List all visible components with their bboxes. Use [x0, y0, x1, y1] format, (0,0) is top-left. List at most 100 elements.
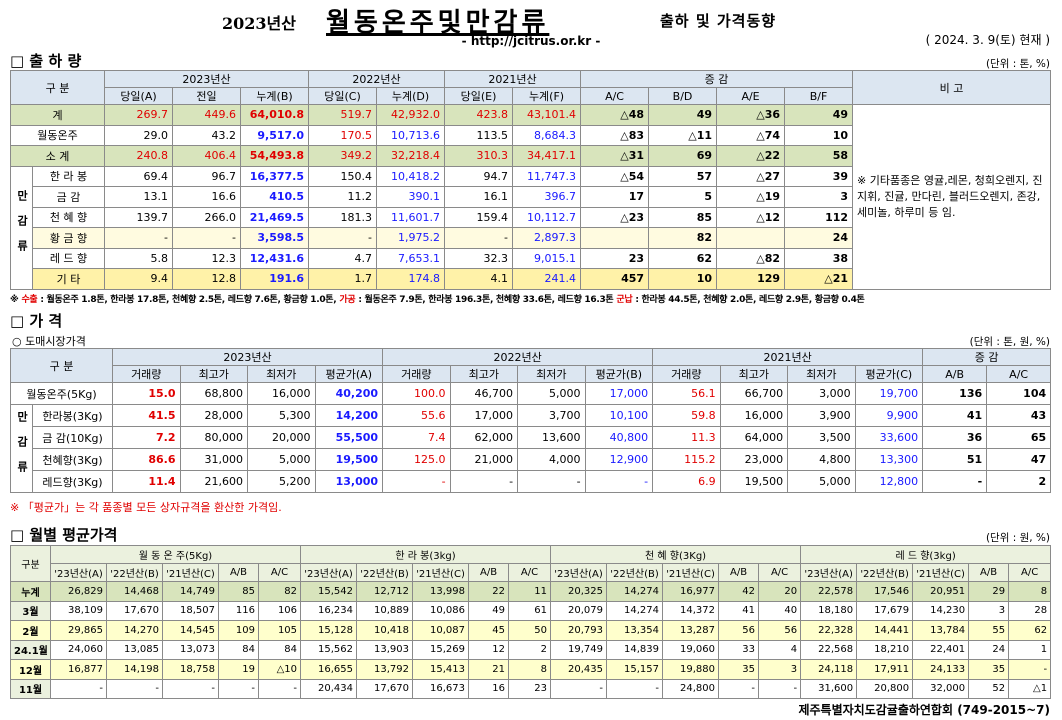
- cell: 17,000: [449, 404, 519, 427]
- cell: 17: [580, 186, 650, 208]
- cell: 43: [986, 404, 1052, 427]
- cell: 423.8: [444, 104, 514, 126]
- cell: 10: [784, 124, 854, 146]
- cell: 13,792: [356, 659, 414, 680]
- cell: 8,684.3: [512, 124, 582, 146]
- cell: 1,975.2: [375, 227, 446, 249]
- cell: 7.2: [112, 426, 181, 449]
- subtitle: 출하 및 가격동향: [660, 12, 777, 30]
- cell: -: [922, 470, 988, 493]
- table-row: 기 타 9.4 12.8 191.6 1.7 174.8 4.1 241.4 457 10 129 △…: [11, 268, 1051, 290]
- group-label: 만감류: [10, 404, 33, 493]
- table-row: 황 금 향 - -3,598.5-1,975.2-2,897.3 82 24: [11, 227, 1051, 249]
- cell: 12,431.6: [240, 247, 309, 269]
- cell: 14,270: [106, 620, 163, 641]
- cell: 31,600: [800, 678, 858, 699]
- cell: 4: [758, 639, 802, 660]
- cell: 80,000: [179, 426, 248, 449]
- cell: 116: [218, 600, 259, 621]
- cell: 5.8: [104, 247, 173, 269]
- row-label: 3월: [10, 600, 51, 621]
- cell: -: [1008, 659, 1052, 680]
- cell: 5: [648, 186, 718, 208]
- row-label: 황 금 향: [32, 227, 105, 249]
- cell: 109: [218, 620, 259, 641]
- cell: 19: [218, 659, 259, 680]
- cell: 449.6: [172, 104, 241, 126]
- cell: 14,230: [912, 600, 970, 621]
- header-cell: '22년산(B): [856, 563, 914, 582]
- row-label: 한 라 봉: [32, 165, 105, 187]
- cell: 35: [718, 659, 760, 680]
- header-cell: '22년산(B): [606, 563, 664, 582]
- header-cell: 월 동 온 주(5Kg): [49, 545, 302, 564]
- cell: 49: [648, 104, 718, 126]
- cell: 52: [968, 678, 1010, 699]
- cell: 16,673: [412, 678, 470, 699]
- cell: 390.1: [375, 186, 446, 208]
- cell: 55,500: [314, 426, 384, 449]
- cell: 19,880: [662, 659, 720, 680]
- cell: 310.3: [444, 145, 514, 167]
- cell: 40: [758, 600, 802, 621]
- cell: 14,200: [314, 404, 384, 427]
- row-label: 한라봉(3Kg): [32, 404, 113, 427]
- cell: 62: [1008, 620, 1052, 641]
- cell: 12,800: [854, 470, 924, 493]
- table-row: 24.1월 24,060 13,085 13,073 84 84 15,562 13,903 1…: [10, 639, 1052, 660]
- cell: 129: [716, 268, 786, 290]
- cell: 58: [784, 145, 854, 167]
- cell: 20,325: [550, 581, 608, 602]
- cell: 136: [922, 382, 988, 405]
- table-row: 만감류 한라봉(3Kg) 41.5 28,000 5,300 14,200 55.6 17,0…: [10, 404, 1052, 493]
- unit: (단위 : 원, %): [985, 532, 1050, 544]
- cell: 14,274: [606, 600, 664, 621]
- cell: 56.1: [652, 382, 721, 405]
- cell: 85: [648, 206, 718, 228]
- cell: 21,600: [179, 470, 248, 493]
- cell: 13.1: [104, 186, 173, 208]
- table-row: 레드향(3Kg) 11.4 21,600 5,200 13,000- - - -6.9 19,5…: [11, 470, 1052, 493]
- header-cell: 최저가: [247, 365, 316, 383]
- cell: 23: [508, 678, 552, 699]
- header-row: 구 분 2023년산 2022년산 2021년산 증 감: [10, 348, 1052, 383]
- header-cell: A/C: [257, 563, 302, 582]
- header-cell: 구 분: [10, 348, 113, 383]
- cell: 56: [758, 620, 802, 641]
- cell: 24: [784, 227, 854, 249]
- header-cell: B/D: [648, 87, 718, 105]
- header-row: 구분 월 동 온 주(5Kg) 한 라 봉(3kg) 천 혜 향(3Kg) 레 드 향(…: [10, 545, 1052, 582]
- cell: △74: [716, 124, 786, 146]
- cell: 20,000: [247, 426, 316, 449]
- row-label: 레 드 향: [32, 247, 105, 269]
- cell: 16.6: [172, 186, 241, 208]
- cell: 104: [986, 382, 1052, 405]
- cell: -: [584, 470, 654, 493]
- cell: 266.0: [172, 206, 241, 228]
- cell: 13,000: [314, 470, 384, 493]
- remark: ※ 기타품종은 영귤,레몬, 청희오렌지, 진지휘, 진귤, 만다린, 블러드오…: [852, 104, 1052, 290]
- cell: 15,413: [412, 659, 470, 680]
- cell: △27: [716, 165, 786, 187]
- cell: 96.7: [172, 165, 241, 187]
- cell: 9,517.0: [240, 124, 309, 146]
- cell: 112: [784, 206, 854, 228]
- cell: 68,800: [179, 382, 248, 405]
- cell: 69: [648, 145, 718, 167]
- header-cell: 2021년산: [652, 348, 924, 366]
- row-label: 24.1월: [10, 639, 51, 660]
- cell: 20,793: [550, 620, 608, 641]
- header-cell: A/C: [580, 87, 650, 105]
- header-cell: 평균가(B): [584, 365, 654, 383]
- unit: (단위 : 톤, %): [985, 58, 1050, 70]
- cell: 22,578: [800, 581, 858, 602]
- cell: 100.0: [382, 382, 451, 405]
- cell: 19,749: [550, 639, 608, 660]
- cell: 14,839: [606, 639, 664, 660]
- table-row: 소 계 240.8 406.4 54,493.8 349.2 32,218.4 310.3 3…: [10, 145, 1051, 167]
- table-row: 금 감(10Kg) 7.2 80,000 20,000 55,500 7.4 62,000 1…: [11, 426, 1052, 449]
- cell: 10,087: [412, 620, 470, 641]
- cell: 54,493.8: [240, 145, 309, 167]
- cell: 26,829: [50, 581, 107, 602]
- cell: 29: [968, 581, 1010, 602]
